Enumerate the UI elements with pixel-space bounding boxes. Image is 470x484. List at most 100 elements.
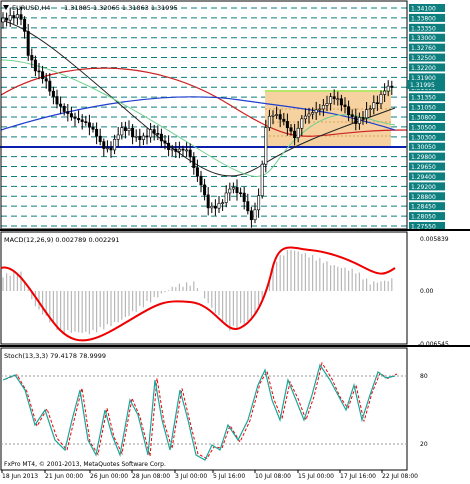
candle-body bbox=[368, 108, 372, 110]
candle-body bbox=[105, 147, 109, 150]
candle-body bbox=[300, 118, 304, 129]
candle-body bbox=[41, 71, 45, 79]
candle-body bbox=[73, 116, 77, 119]
candle-body bbox=[80, 119, 84, 122]
candle-body bbox=[177, 148, 181, 152]
price-label: 1.28450 bbox=[411, 204, 436, 211]
price-label-bg bbox=[409, 222, 445, 230]
candle-body bbox=[188, 149, 192, 158]
candle-body bbox=[109, 147, 113, 151]
candle-body bbox=[113, 139, 117, 151]
candle-body bbox=[123, 127, 127, 132]
price-label-bg bbox=[409, 23, 445, 32]
candle-body bbox=[260, 163, 264, 196]
stoch-signal-line bbox=[4, 361, 398, 460]
candle-body bbox=[174, 148, 178, 152]
candle-body bbox=[84, 121, 88, 123]
price-label-bg bbox=[409, 212, 445, 221]
candle-body bbox=[159, 133, 163, 142]
price-label: 1.28800 bbox=[411, 194, 436, 201]
candle-body bbox=[98, 135, 102, 142]
date-label: 26 Jun 00:00 bbox=[90, 473, 128, 480]
date-label: 3 Jul 00:00 bbox=[175, 473, 207, 480]
candle-body bbox=[55, 96, 59, 105]
price-label-bg bbox=[409, 93, 445, 102]
candle-body bbox=[167, 142, 171, 150]
candle-body bbox=[339, 98, 343, 106]
candle-body bbox=[282, 118, 286, 122]
stochastic-panel[interactable]: Stoch(13,3,3) 79.4178 78.9999 80 20 FxPr… bbox=[0, 347, 428, 471]
price-label-bg bbox=[409, 162, 445, 171]
date-label: 28 Jun 08:00 bbox=[132, 473, 170, 480]
date-label: 5 Jul 16:00 bbox=[213, 473, 245, 480]
candle-body bbox=[242, 192, 246, 202]
candle-body bbox=[1, 17, 5, 23]
candle-body bbox=[347, 106, 351, 115]
candle-body bbox=[321, 105, 325, 110]
candle-body bbox=[23, 19, 27, 32]
price-label: 1.33800 bbox=[411, 15, 436, 22]
price-label-bg bbox=[409, 63, 445, 72]
ma-black-line bbox=[0, 19, 396, 177]
candle-body bbox=[278, 114, 282, 120]
ohlc-label: 1.31885 1.32065 1.31863 1.31995 bbox=[64, 4, 178, 12]
price-label-bg bbox=[409, 53, 445, 62]
candle-body bbox=[26, 31, 30, 56]
price-label-bg bbox=[409, 192, 445, 201]
candle-body bbox=[239, 192, 243, 195]
candle-body bbox=[285, 121, 289, 129]
price-label-bg bbox=[409, 182, 445, 191]
copyright-text: FxPro MT4, © 2001-2013, MetaQuotes Softw… bbox=[4, 461, 166, 468]
candle-body bbox=[37, 70, 41, 73]
candle-body bbox=[275, 114, 279, 116]
price-label: 1.30050 bbox=[411, 144, 436, 151]
candle-body bbox=[66, 111, 70, 114]
candle-body bbox=[246, 201, 250, 212]
ma-green-line bbox=[0, 59, 396, 177]
candle-body bbox=[134, 135, 138, 138]
price-candles bbox=[1, 6, 394, 228]
time-axis: 18 Jun 2013 21 Jun 00:00 26 Jun 00:00 28 Ju… bbox=[1, 470, 418, 480]
date-label: 15 Jul 00:00 bbox=[298, 473, 334, 480]
candle-body bbox=[361, 117, 365, 119]
symbol-dropdown-icon[interactable] bbox=[3, 5, 9, 10]
candle-body bbox=[48, 80, 52, 92]
price-label-bg bbox=[409, 202, 445, 211]
stoch-main-line bbox=[2, 363, 396, 461]
candle-body bbox=[170, 148, 174, 151]
date-label: 10 Jul 08:00 bbox=[255, 473, 291, 480]
macd-histogram bbox=[2, 249, 393, 335]
price-label-bg bbox=[409, 122, 445, 131]
price-label: 1.29800 bbox=[411, 154, 436, 161]
macd-panel[interactable]: MACD(12,26,9) 0.002789 0.002291 0.005839… bbox=[0, 231, 449, 348]
price-label: 1.31350 bbox=[411, 95, 436, 102]
candle-body bbox=[210, 206, 214, 209]
price-label-bg bbox=[409, 113, 445, 121]
candle-body bbox=[87, 122, 91, 128]
candle-body bbox=[12, 15, 16, 19]
candle-body bbox=[257, 195, 261, 211]
price-label: 1.31050 bbox=[411, 105, 436, 112]
candle-body bbox=[69, 113, 73, 118]
macd-zero-value: 0.00 bbox=[420, 288, 434, 295]
candle-body bbox=[318, 108, 322, 111]
price-label: 1.30500 bbox=[411, 124, 436, 131]
candle-body bbox=[59, 103, 63, 107]
price-label: 1.34100 bbox=[411, 6, 436, 13]
candle-body bbox=[152, 129, 156, 134]
symbol-label: EURUSD,H4 bbox=[12, 4, 50, 12]
candle-body bbox=[329, 96, 333, 104]
current-price-tag: 1.31995 bbox=[407, 80, 445, 89]
candle-body bbox=[325, 103, 329, 106]
price-label: 1.29650 bbox=[411, 164, 436, 171]
candle-body bbox=[91, 126, 95, 130]
candle-body bbox=[314, 109, 318, 113]
price-label-bg bbox=[409, 43, 445, 52]
candle-body bbox=[390, 85, 394, 88]
price-label: 1.27550 bbox=[411, 224, 436, 231]
candle-body bbox=[127, 127, 131, 132]
price-label: 1.33000 bbox=[411, 35, 436, 42]
candle-body bbox=[33, 59, 37, 72]
price-axis: 1.34100 1.33800 1.33350 1.33000 1.32760 1.325… bbox=[409, 4, 445, 231]
